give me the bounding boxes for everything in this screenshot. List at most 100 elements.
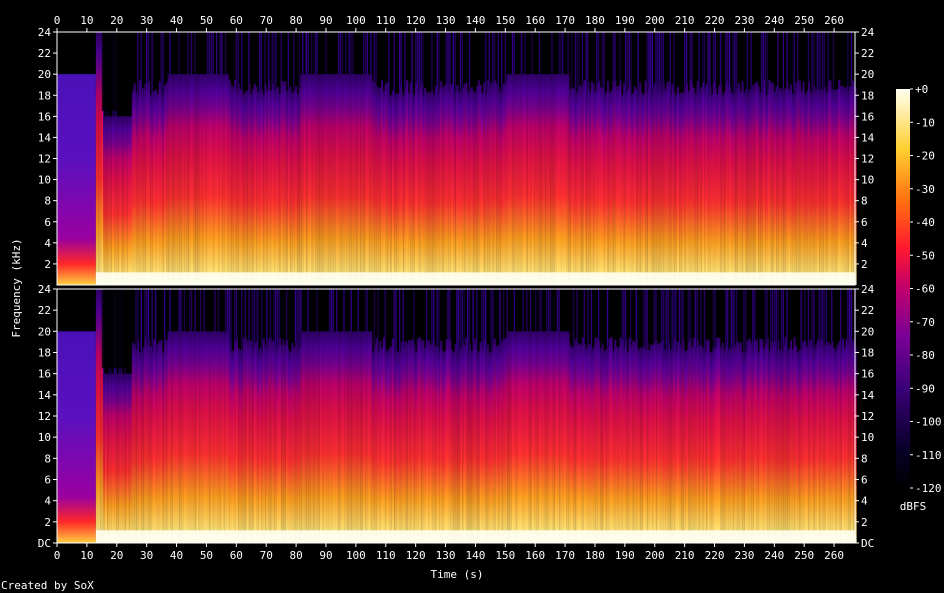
x-tick-label: 170: [555, 549, 575, 562]
x-tick-label: 60: [230, 14, 243, 27]
y-tick-label: 16: [861, 110, 874, 123]
x-tick-label: 30: [140, 549, 153, 562]
y-tick-label: 12: [861, 153, 874, 166]
colorbar-tick-label: -80: [915, 349, 935, 362]
x-tick-label: 80: [289, 549, 302, 562]
y-tick-label: DC: [38, 537, 51, 550]
y-tick-label: 6: [861, 474, 868, 487]
x-tick-label: 40: [170, 14, 183, 27]
y-tick-label: 14: [38, 131, 52, 144]
y-tick-label: 16: [861, 368, 874, 381]
y-tick-label: 20: [861, 68, 874, 81]
colorbar-tick-label: -60: [915, 283, 935, 296]
x-tick-label: 20: [110, 549, 123, 562]
colorbar-tick-label: -110: [915, 449, 942, 462]
y-tick-label: 24: [861, 283, 875, 296]
x-tick-label: 190: [615, 549, 635, 562]
x-tick-label: 180: [585, 549, 605, 562]
colorbar-tick-label: -100: [915, 416, 942, 429]
y-tick-label: 16: [38, 368, 51, 381]
y-tick-label: 6: [44, 216, 51, 229]
colorbar-scale: [896, 89, 910, 488]
intro-band: [57, 331, 96, 543]
colorbar-tick-label: -90: [915, 382, 935, 395]
colorbar-tick-label: -10: [915, 116, 935, 129]
x-tick-label: 120: [406, 549, 426, 562]
y-tick-label: 4: [44, 495, 51, 508]
x-tick-label: 100: [346, 549, 366, 562]
x-tick-label: 110: [376, 549, 396, 562]
y-tick-label: DC: [861, 537, 874, 550]
y-tick-label: 18: [38, 347, 51, 360]
x-tick-label: 200: [645, 14, 665, 27]
colorbar-tick-label: -50: [915, 249, 935, 262]
x-tick-label: 230: [734, 14, 754, 27]
colorbar: +0 -10 -20 -30 -40 -50 -60 -70 -80 -90 -100 -110 -12…: [896, 83, 942, 495]
x-tick-label: 220: [705, 549, 725, 562]
y-tick-label: 12: [38, 410, 51, 423]
x-tick-label: 210: [675, 14, 695, 27]
y-tick-label: 10: [38, 431, 51, 444]
y-tick-label: 14: [861, 131, 875, 144]
x-tick-label: 90: [319, 549, 332, 562]
x-tick-label: 240: [764, 549, 784, 562]
x-tick-label: 70: [260, 549, 273, 562]
y-tick-label: 10: [861, 431, 874, 444]
y-tick-label: 10: [38, 174, 51, 187]
x-tick-label: 80: [289, 14, 302, 27]
y-tick-label: 22: [38, 47, 51, 60]
y-tick-label: 20: [38, 68, 51, 81]
y-tick-label: 18: [38, 89, 51, 102]
y-tick-label: 2: [44, 258, 51, 271]
y-tick-label: 8: [861, 452, 868, 465]
y-tick-label: 10: [861, 174, 874, 187]
x-tick-label: 150: [495, 14, 515, 27]
x-tick-label: 30: [140, 14, 153, 27]
y-tick-label: 2: [861, 258, 868, 271]
x-tick-label: 190: [615, 14, 635, 27]
x-tick-label: 120: [406, 14, 426, 27]
axes: 0 0 10 10 20 20 30 30 40 40 50 50 60 60 70 70 80 80 90 90 10…: [54, 14, 844, 562]
x-tick-label: 0: [54, 549, 61, 562]
x-tick-label: 10: [80, 14, 93, 27]
intro-band: [57, 74, 96, 286]
y-tick-label: 14: [861, 389, 875, 402]
y-tick-label: 18: [861, 347, 874, 360]
y-tick-label: 8: [44, 452, 51, 465]
y-tick-label: 22: [38, 304, 51, 317]
x-tick-label: 10: [80, 549, 93, 562]
x-tick-label: 60: [230, 549, 243, 562]
y-tick-label: 12: [38, 153, 51, 166]
y-tick-label: 2: [861, 516, 868, 529]
y-tick-label: 6: [44, 474, 51, 487]
y-tick-label: 20: [861, 325, 874, 338]
colorbar-tick-label: -30: [915, 183, 935, 196]
y-tick-label: 14: [38, 389, 52, 402]
x-tick-label: 40: [170, 549, 183, 562]
y-tick-label: 8: [861, 195, 868, 208]
y-tick-label: 12: [861, 410, 874, 423]
colorbar-label: dBFS: [900, 500, 927, 513]
colorbar-tick-label: -40: [915, 216, 935, 229]
x-tick-label: 180: [585, 14, 605, 27]
x-tick-label: 220: [705, 14, 725, 27]
y-tick-label: 6: [861, 216, 868, 229]
x-tick-label: 150: [495, 549, 515, 562]
x-tick-label: 170: [555, 14, 575, 27]
x-tick-label: 50: [200, 549, 213, 562]
colorbar-tick-label: -70: [915, 316, 935, 329]
y-tick-label: 4: [861, 237, 868, 250]
y-tick-label: 4: [44, 237, 51, 250]
x-tick-label: 260: [824, 549, 844, 562]
y-tick-label: 24: [38, 26, 52, 39]
x-tick-label: 200: [645, 549, 665, 562]
x-tick-label: 140: [465, 14, 485, 27]
x-axis-label: Time (s): [431, 568, 484, 581]
x-tick-label: 130: [436, 14, 456, 27]
y-axis-label: Frequency (kHz): [10, 238, 23, 337]
y-tick-label: 4: [861, 495, 868, 508]
y-tick-label: 2: [44, 516, 51, 529]
x-tick-label: 260: [824, 14, 844, 27]
